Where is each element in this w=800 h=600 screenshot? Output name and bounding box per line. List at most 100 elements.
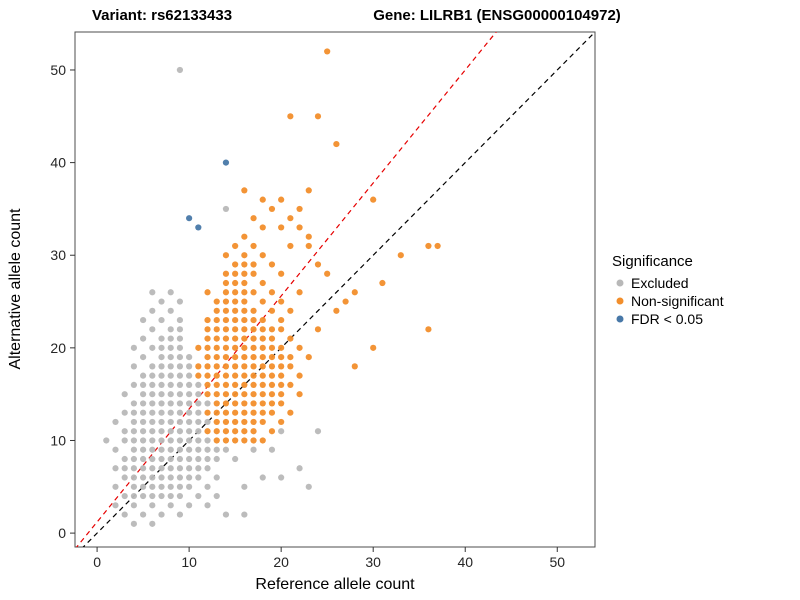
data-point [222,372,230,379]
data-point [370,196,377,203]
data-point [195,372,202,379]
data-point [149,344,156,351]
data-point [140,483,147,490]
data-point [186,502,193,509]
data-point [112,465,119,472]
data-point [278,196,285,203]
data-point [250,372,257,379]
data-point [121,492,128,500]
data-point [241,344,248,351]
data-point [167,465,174,472]
x-tick-label: 0 [93,554,101,570]
data-point [140,492,147,500]
data-point [176,418,184,426]
data-point [195,224,202,231]
data-point [222,391,230,398]
data-point [130,520,138,527]
data-point [232,298,239,305]
data-point [140,381,147,389]
data-point [232,363,239,370]
data-point [176,372,184,379]
data-point [268,391,276,398]
data-point [232,400,239,407]
y-tick-label: 30 [50,247,66,263]
data-point [149,474,156,481]
data-point [222,428,230,435]
data-point [241,252,248,259]
data-point [268,289,276,296]
data-point [204,335,211,342]
data-point [186,418,193,426]
data-point [149,465,156,472]
data-point [158,418,165,426]
data-point [130,483,138,490]
data-point [287,215,294,222]
data-point [232,242,239,250]
data-point [342,298,349,305]
data-point [140,335,147,342]
data-point [186,437,193,444]
data-point [195,446,202,453]
data-point [195,428,202,435]
data-point [158,316,165,324]
legend-title: Significance [612,253,693,270]
refline-identity [82,32,595,547]
data-point [305,354,312,361]
data-point [241,261,248,268]
data-point [287,354,294,361]
data-point [195,400,202,407]
data-point [204,437,211,444]
data-point [204,418,211,426]
data-point [186,483,193,490]
data-point [250,409,257,416]
data-point [222,354,230,361]
data-point [425,242,432,250]
data-point [204,372,211,379]
data-point [250,381,257,389]
data-point [186,363,193,370]
data-point [305,242,312,250]
data-point [232,381,239,389]
data-point [195,492,202,500]
data-point [213,316,220,324]
data-point [167,372,174,379]
data-point [241,428,248,435]
data-point [176,465,184,472]
data-point [222,252,230,259]
data-point [287,335,294,342]
data-point [259,372,266,379]
data-point [278,270,285,277]
data-point [222,298,230,305]
data-point [397,252,404,259]
data-point [259,409,266,416]
data-point [130,381,138,389]
data-point [149,363,156,370]
data-point [176,428,184,435]
data-point [204,400,211,407]
data-point [268,326,276,333]
data-point [204,502,211,509]
data-point [296,344,303,351]
data-point [204,409,211,416]
data-point [268,354,276,361]
data-point [278,372,285,379]
data-point [259,335,266,342]
data-point [222,205,230,213]
data-point [130,455,138,463]
data-point [149,437,156,444]
data-point [213,372,220,379]
data-point [222,511,230,518]
data-point [351,363,358,370]
data-point [250,326,257,333]
data-point [278,344,285,351]
data-point [232,372,239,379]
data-point [149,391,156,398]
data-point [232,316,239,324]
data-point [130,363,138,370]
data-point [176,474,184,481]
data-point [324,270,331,277]
data-point [186,465,193,472]
data-point [259,391,266,398]
data-point [204,465,211,472]
data-point [232,289,239,296]
